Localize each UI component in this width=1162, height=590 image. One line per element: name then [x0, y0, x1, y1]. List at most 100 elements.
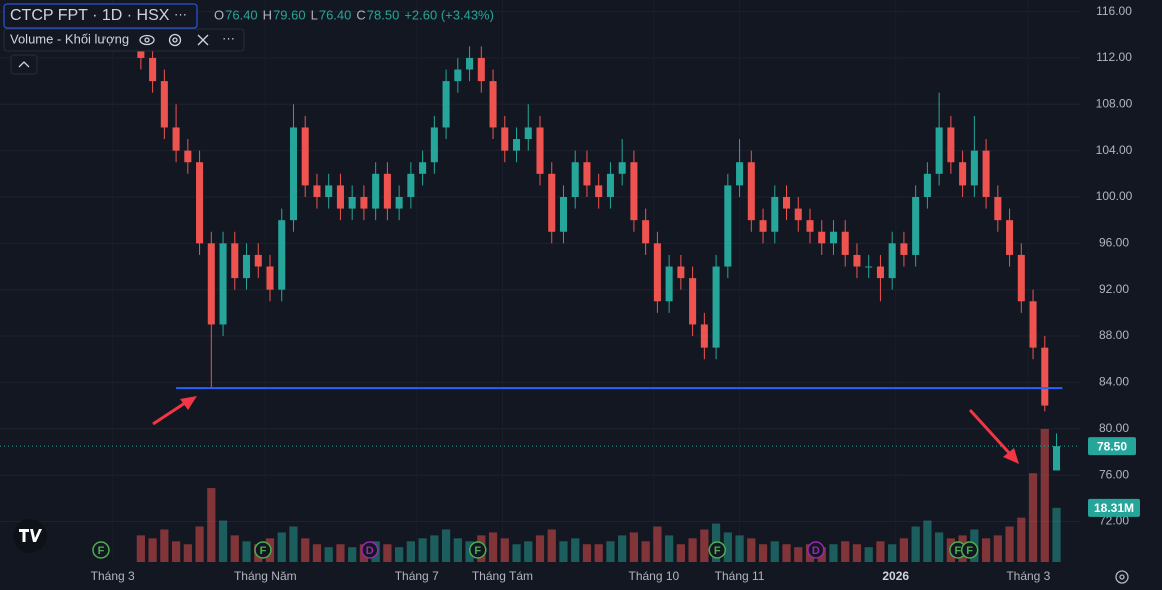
volume-bar [618, 535, 627, 562]
volume-bar [524, 541, 533, 562]
ohlc-value: 76.40 [225, 7, 258, 22]
volume-bar [864, 547, 873, 562]
x-tick-label: Tháng Tám [472, 569, 533, 583]
volume-bar [700, 529, 709, 562]
volume-bar [535, 535, 545, 562]
candle-body [1017, 254, 1025, 302]
tv-logo [13, 519, 47, 553]
volume-bar [993, 535, 1002, 562]
y-tick-label: 116.00 [1096, 4, 1132, 18]
gear-center [1119, 574, 1125, 580]
y-tick-label: 84.00 [1099, 375, 1129, 389]
volume-bar [195, 526, 204, 562]
ohlc-key: O [214, 7, 224, 22]
volume-bar [641, 541, 650, 562]
candle-body [513, 139, 521, 151]
volume-bar [395, 547, 404, 562]
ohlc-header: O 76.40 H 79.60 L 76.40 C 78.50 +2.60 (+3.43%) [214, 7, 494, 22]
volume-bar [171, 541, 181, 562]
settings-icon[interactable] [1115, 570, 1129, 584]
volume-bar [406, 541, 415, 562]
volume-bar [629, 532, 639, 562]
more-icon[interactable]: ··· [222, 30, 235, 45]
more-icon[interactable]: ··· [174, 6, 187, 21]
eye-pupil [144, 37, 150, 43]
x-tick-label: 2026 [882, 569, 909, 583]
volume-bar [230, 535, 239, 562]
candle-body [747, 162, 755, 221]
candle-body [1053, 446, 1061, 471]
candle-body [184, 150, 192, 163]
event-label: F [714, 545, 721, 557]
candle-body [524, 127, 532, 140]
candle-body [501, 127, 509, 151]
volume-bar [794, 547, 803, 562]
candle-body [395, 196, 403, 209]
volume-bar [981, 538, 991, 562]
event-label: F [474, 545, 481, 557]
candle-body [254, 254, 262, 267]
event-label: F [966, 545, 973, 557]
candle-body [771, 196, 779, 232]
volume-bar [418, 538, 427, 562]
symbol-box[interactable] [3, 3, 198, 29]
candle-body [325, 185, 333, 197]
candle-body [477, 57, 485, 82]
candle-body [959, 162, 967, 186]
ohlc-value: 79.60 [273, 7, 306, 22]
volume-bar [207, 488, 216, 562]
arrow [152, 399, 189, 426]
candle-body [783, 196, 791, 209]
volume-bar [500, 538, 509, 562]
candle-body [712, 266, 720, 348]
candle-body [970, 150, 978, 186]
gear-icon[interactable] [168, 33, 182, 47]
y-tick-label: 88.00 [1099, 328, 1129, 342]
candle-body [172, 127, 180, 151]
collapse-icon [18, 61, 30, 68]
event-label: F [955, 545, 962, 557]
y-tick-label: 72.00 [1099, 514, 1129, 528]
volume-pane [136, 428, 1061, 562]
candle-body [630, 162, 638, 221]
collapse-button[interactable] [10, 54, 38, 75]
volume-bar [488, 532, 498, 562]
candle-body [1041, 347, 1049, 406]
y-tick-label: 108.00 [1096, 96, 1133, 110]
event-marker [807, 541, 825, 559]
candle-body [759, 220, 767, 232]
candle-body [888, 243, 896, 279]
y-tick-label: 92.00 [1099, 282, 1129, 296]
volume-bar [383, 544, 392, 562]
eye-icon[interactable] [139, 34, 155, 46]
event-label: D [366, 545, 374, 557]
y-tick-label: 100.00 [1096, 189, 1133, 203]
volume-bar [676, 544, 685, 562]
x-tick-label: Tháng 7 [395, 569, 439, 583]
candle-body [372, 173, 380, 209]
candle-body [606, 173, 614, 197]
volume-tag: 18.31M [1094, 501, 1134, 515]
y-tick-label: 112.00 [1096, 50, 1132, 64]
volume-bar [136, 535, 145, 562]
volume-bar [829, 544, 838, 562]
volume-bar [183, 544, 192, 562]
candle-body [876, 266, 884, 279]
volume-bar [888, 544, 897, 562]
volume-bar [1005, 526, 1014, 562]
volume-bar [571, 538, 580, 562]
candle-body [583, 162, 591, 186]
volume-bar [876, 541, 885, 562]
candle-body [430, 127, 438, 163]
candle-body [419, 162, 427, 174]
ohlc-value: 78.50 [367, 7, 400, 22]
ohlc-key: C [356, 7, 365, 22]
volume-bar [841, 541, 850, 562]
volume-bar [348, 547, 357, 562]
candle-body [853, 254, 861, 267]
event-label: D [812, 545, 820, 557]
candle-body [818, 231, 826, 244]
study-box[interactable] [3, 28, 245, 52]
